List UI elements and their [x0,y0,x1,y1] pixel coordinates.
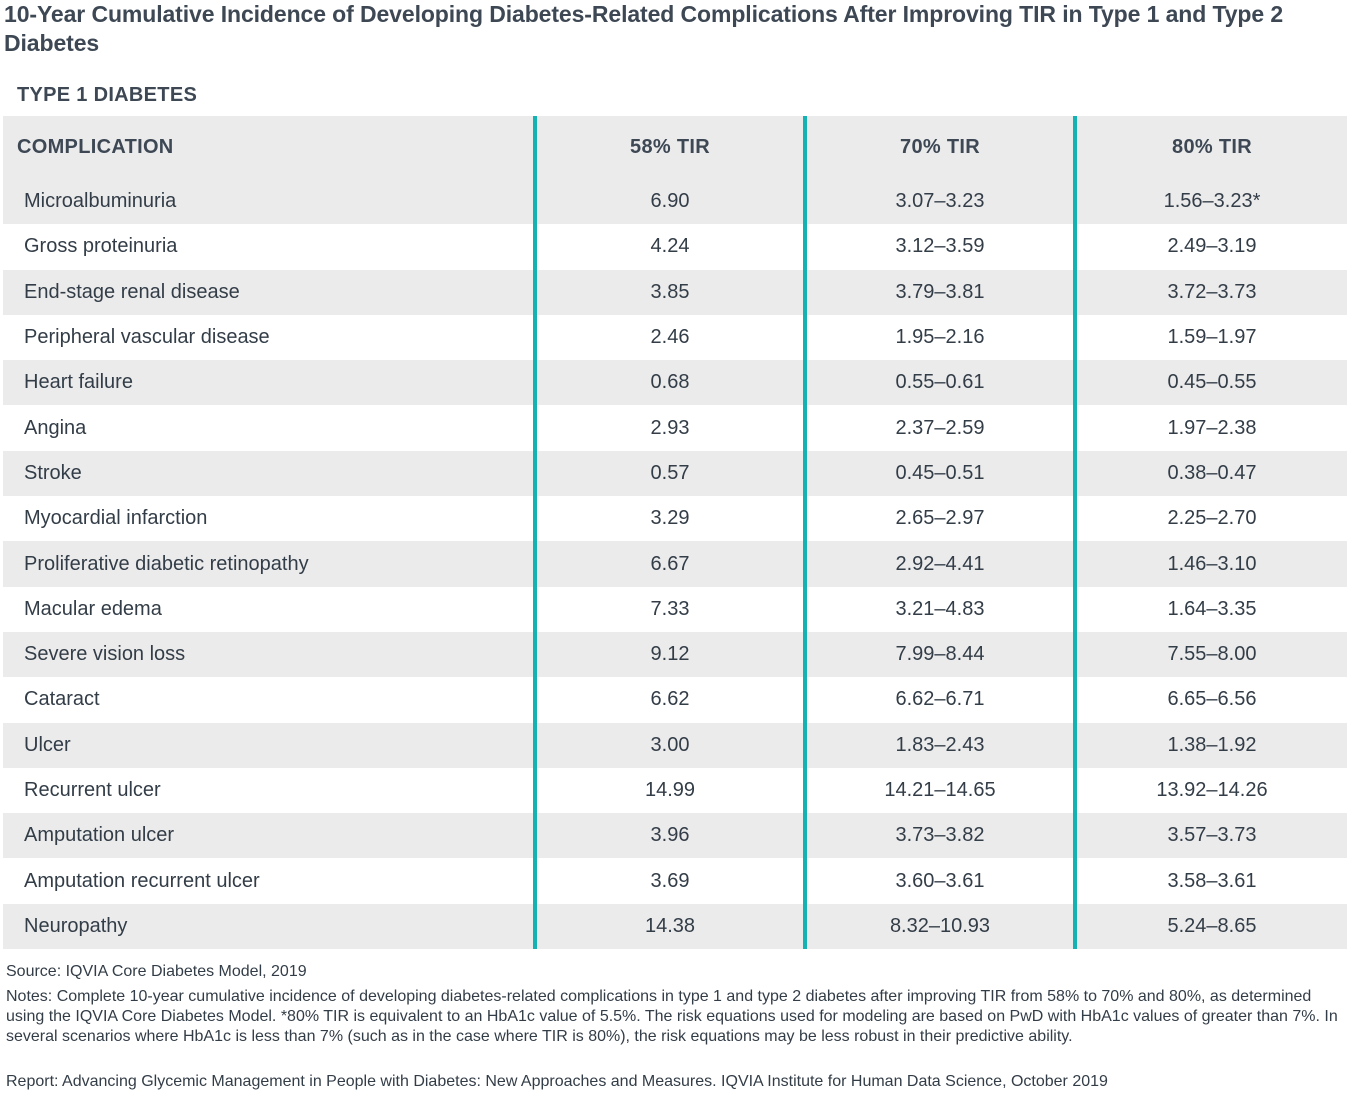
tir-80-cell: 3.72–3.73 [1073,269,1347,315]
tir-70-cell: 0.45–0.51 [803,450,1075,497]
tir-80-cell: 2.49–3.19 [1073,224,1347,270]
tir-58-cell: 0.57 [533,450,805,497]
tir-58-cell: 4.24 [533,224,805,270]
page-title: 10-Year Cumulative Incidence of Developi… [4,1,1284,56]
complication-cell: Angina [3,405,535,451]
table-row: Microalbuminuria 6.90 3.07–3.23 1.56–3.23* [3,179,1347,225]
tir-70-cell: 3.79–3.81 [803,269,1075,315]
tir-70-cell: 1.95–2.16 [803,314,1075,361]
tir-70-cell: 14.21–14.65 [803,767,1075,814]
tir-80-cell: 13.92–14.26 [1073,767,1347,814]
table-row: Proliferative diabetic retinopathy 6.67 2.… [3,541,1347,587]
tir-70-cell: 2.92–4.41 [803,541,1075,587]
tir-70-cell: 2.37–2.59 [803,405,1075,451]
tir-58-cell: 3.85 [533,269,805,315]
complication-cell: Recurrent ulcer [3,767,535,814]
tir-70-cell: 3.07–3.23 [803,179,1075,225]
complication-cell: Macular edema [3,586,535,632]
tir-58-cell: 7.33 [533,586,805,632]
section-label: TYPE 1 DIABETES [17,84,198,106]
tir-58-cell: 14.99 [533,767,805,814]
table-row: Ulcer 3.00 1.83–2.43 1.38–1.92 [3,722,1347,768]
tir-70-cell: 3.12–3.59 [803,224,1075,270]
table-row: Severe vision loss 9.12 7.99–8.44 7.55–8.00 [3,631,1347,678]
tir-70-cell: 7.99–8.44 [803,631,1075,678]
complication-cell: Myocardial infarction [3,496,535,542]
tir-70-cell: 0.55–0.61 [803,360,1075,406]
complication-cell: Stroke [3,450,535,497]
complication-cell: Gross proteinuria [3,224,535,270]
table-row: Peripheral vascular disease 2.46 1.95–2.16… [3,314,1347,361]
column-header-70-tir: 70% TIR [803,116,1075,179]
tir-80-cell: 0.45–0.55 [1073,360,1347,406]
table-row: Neuropathy 14.38 8.32–10.93 5.24–8.65 [3,903,1347,950]
column-header-complication: COMPLICATION [3,116,535,179]
report-citation: Report: Advancing Glycemic Management in… [6,1073,1108,1090]
tir-80-cell: 1.64–3.35 [1073,586,1347,632]
table-row: Cataract 6.62 6.62–6.71 6.65–6.56 [3,677,1347,723]
complication-cell: Microalbuminuria [3,179,535,225]
complication-cell: Amputation ulcer [3,813,535,859]
table-body: Microalbuminuria 6.90 3.07–3.23 1.56–3.23* G… [3,179,1347,950]
tir-70-cell: 2.65–2.97 [803,496,1075,542]
complications-table: COMPLICATION 58% TIR 70% TIR 80% TIR Mic… [3,116,1347,950]
tir-80-cell: 3.57–3.73 [1073,813,1347,859]
table-row: Stroke 0.57 0.45–0.51 0.38–0.47 [3,450,1347,497]
table-row: Angina 2.93 2.37–2.59 1.97–2.38 [3,405,1347,451]
tir-80-cell: 1.46–3.10 [1073,541,1347,587]
source-note: Source: IQVIA Core Diabetes Model, 2019 [6,963,307,980]
tir-58-cell: 3.29 [533,496,805,542]
tir-58-cell: 3.00 [533,722,805,768]
complication-cell: End-stage renal disease [3,269,535,315]
tir-80-cell: 1.38–1.92 [1073,722,1347,768]
table-row: Myocardial infarction 3.29 2.65–2.97 2.25–2… [3,496,1347,542]
table-row: Amputation recurrent ulcer 3.69 3.60–3.61 3… [3,858,1347,904]
tir-80-cell: 5.24–8.65 [1073,903,1347,950]
column-header-58-tir: 58% TIR [533,116,805,179]
tir-80-cell: 7.55–8.00 [1073,631,1347,678]
table-row: Gross proteinuria 4.24 3.12–3.59 2.49–3.19 [3,224,1347,270]
complication-cell: Amputation recurrent ulcer [3,858,535,904]
tir-70-cell: 3.60–3.61 [803,858,1075,904]
table-row: Macular edema 7.33 3.21–4.83 1.64–3.35 [3,586,1347,632]
tir-80-cell: 1.56–3.23* [1073,179,1347,225]
complication-cell: Proliferative diabetic retinopathy [3,541,535,587]
tir-70-cell: 1.83–2.43 [803,722,1075,768]
tir-58-cell: 2.93 [533,405,805,451]
tir-80-cell: 1.59–1.97 [1073,314,1347,361]
tir-58-cell: 9.12 [533,631,805,678]
tir-80-cell: 2.25–2.70 [1073,496,1347,542]
tir-80-cell: 1.97–2.38 [1073,405,1347,451]
table-row: Heart failure 0.68 0.55–0.61 0.45–0.55 [3,360,1347,406]
table-row: Amputation ulcer 3.96 3.73–3.82 3.57–3.73 [3,813,1347,859]
tir-70-cell: 6.62–6.71 [803,677,1075,723]
tir-58-cell: 14.38 [533,903,805,950]
tir-70-cell: 3.73–3.82 [803,813,1075,859]
tir-58-cell: 6.67 [533,541,805,587]
complication-cell: Ulcer [3,722,535,768]
tir-58-cell: 6.62 [533,677,805,723]
tir-80-cell: 3.58–3.61 [1073,858,1347,904]
tir-80-cell: 0.38–0.47 [1073,450,1347,497]
tir-58-cell: 6.90 [533,179,805,225]
complication-cell: Cataract [3,677,535,723]
tir-58-cell: 3.96 [533,813,805,859]
tir-70-cell: 3.21–4.83 [803,586,1075,632]
tir-70-cell: 8.32–10.93 [803,903,1075,950]
tir-58-cell: 0.68 [533,360,805,406]
complication-cell: Peripheral vascular disease [3,314,535,361]
table-header-row: COMPLICATION 58% TIR 70% TIR 80% TIR [3,116,1347,179]
tir-58-cell: 3.69 [533,858,805,904]
tir-80-cell: 6.65–6.56 [1073,677,1347,723]
column-header-80-tir: 80% TIR [1073,116,1347,179]
notes-text: Notes: Complete 10-year cumulative incid… [6,988,1338,1045]
tir-58-cell: 2.46 [533,314,805,361]
table-row: End-stage renal disease 3.85 3.79–3.81 3.72… [3,269,1347,315]
table-row: Recurrent ulcer 14.99 14.21–14.65 13.92–14.… [3,767,1347,814]
complication-cell: Heart failure [3,360,535,406]
complication-cell: Severe vision loss [3,631,535,678]
complication-cell: Neuropathy [3,903,535,950]
